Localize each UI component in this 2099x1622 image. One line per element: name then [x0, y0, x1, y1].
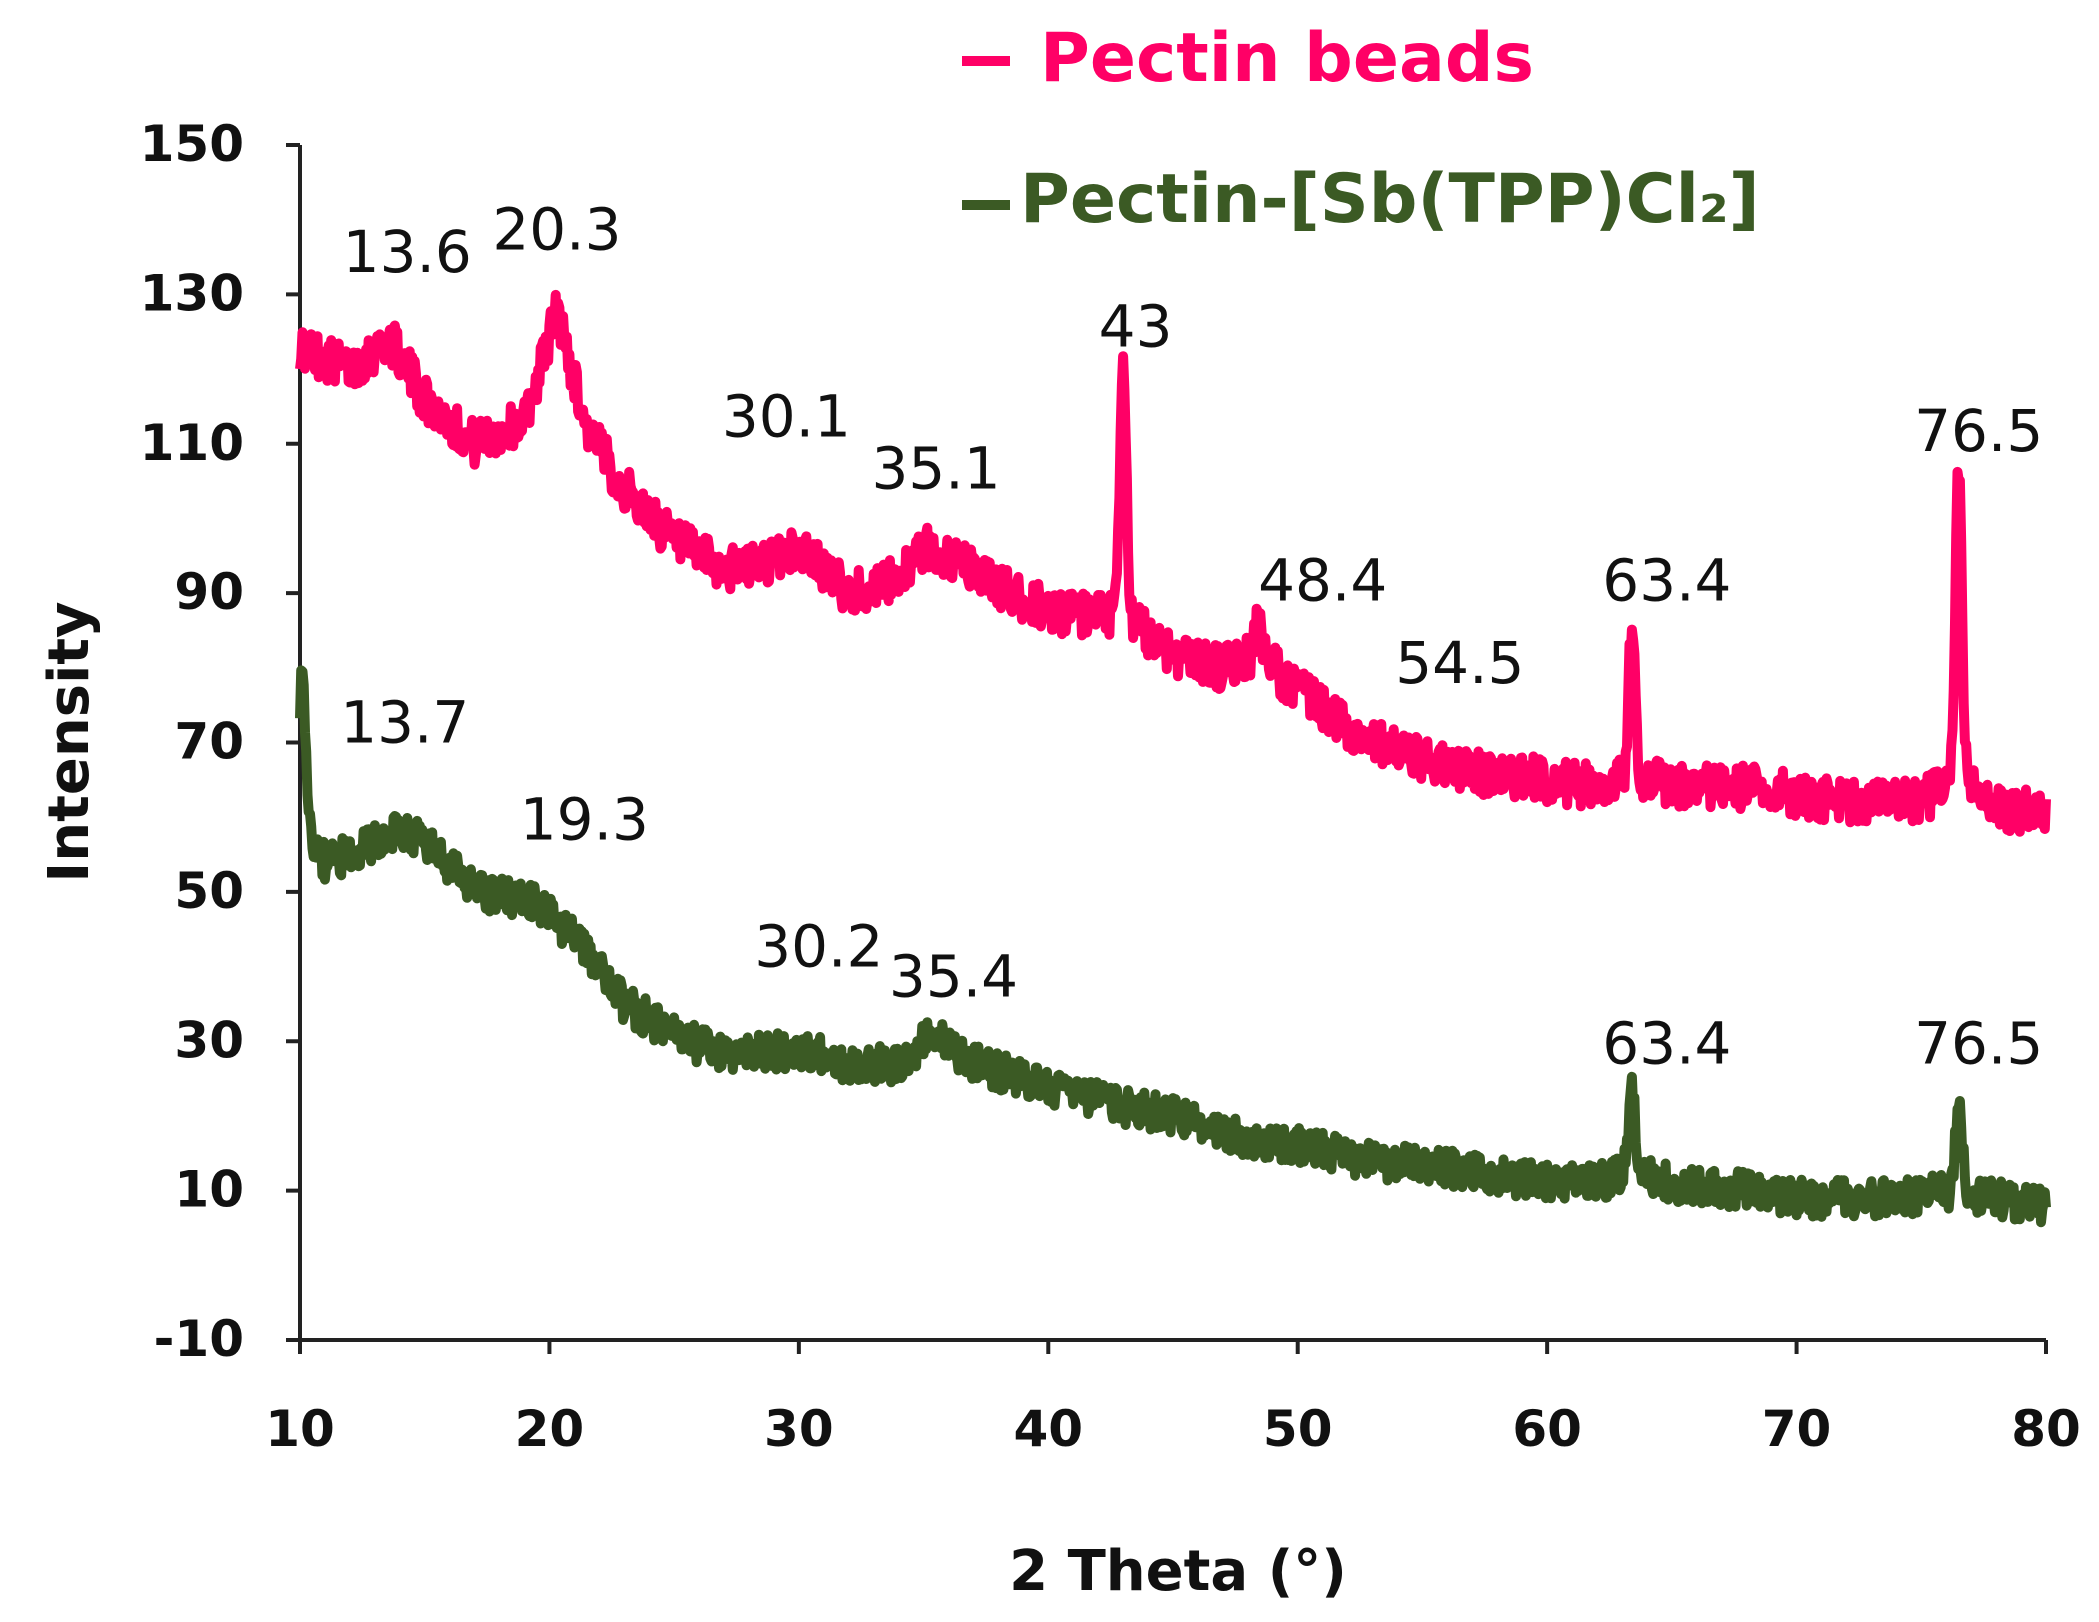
y-tick-label: 150 — [140, 115, 244, 173]
legend-swatch-pectin-beads — [962, 56, 1010, 66]
legend-label-pectin-beads: Pectin beads — [1040, 19, 1534, 98]
x-tick-label: 60 — [1512, 1400, 1582, 1458]
series-line-1 — [295, 665, 2051, 1228]
x-tick-label: 50 — [1263, 1400, 1333, 1458]
y-tick-label: 70 — [174, 713, 244, 771]
peak-label: 30.2 — [754, 913, 883, 981]
x-axis-title: 2 Theta (°) — [1009, 1539, 1347, 1604]
peak-label: 63.4 — [1602, 1010, 1731, 1078]
peak-label: 43 — [1099, 293, 1173, 361]
peak-label: 54.5 — [1395, 629, 1524, 697]
legend-entry-pectin-sb[interactable]: Pectin-[Sb(TPP)Cl₂] — [962, 160, 1760, 239]
y-tick-label: 110 — [140, 414, 244, 472]
peak-label: 48.4 — [1258, 547, 1387, 615]
y-tick-label: 30 — [174, 1011, 244, 1069]
peak-label: 19.3 — [520, 786, 649, 854]
legend-entry-pectin-beads[interactable]: Pectin beads — [962, 19, 1534, 98]
peak-label: 35.4 — [889, 942, 1018, 1010]
peak-label: 63.4 — [1602, 547, 1731, 615]
y-ticks: -10 10 30 50 70 90 110 130 150 — [140, 115, 300, 1368]
y-tick-label: 130 — [140, 264, 244, 322]
peak-label: 76.5 — [1914, 397, 2043, 465]
peak-annotations: 13.6 20.3 43 30.1 35.1 76.5 48.4 63.4 54.5 13.7 19… — [340, 196, 2043, 1078]
x-tick-label: 70 — [1762, 1400, 1832, 1458]
x-tick-label: 10 — [265, 1400, 335, 1458]
x-tick-label: 20 — [515, 1400, 585, 1458]
y-tick-label: -10 — [154, 1310, 244, 1368]
legend-swatch-pectin-sb — [962, 200, 1010, 210]
series-layer — [295, 289, 2051, 1228]
series-1 — [295, 665, 2051, 1228]
peak-label: 20.3 — [492, 196, 621, 264]
legend: Pectin beads Pectin-[Sb(TPP)Cl₂] — [962, 19, 1760, 239]
peak-label: 13.6 — [343, 218, 472, 286]
x-tick-label: 40 — [1013, 1400, 1083, 1458]
y-axis-title: Intensity — [37, 601, 102, 882]
y-tick-label: 10 — [174, 1161, 244, 1219]
peak-label: 76.5 — [1914, 1010, 2043, 1078]
series-line-0 — [295, 289, 2051, 837]
x-tick-label: 30 — [764, 1400, 834, 1458]
peak-label: 30.1 — [722, 382, 851, 450]
peak-label: 35.1 — [871, 435, 1000, 503]
series-0 — [295, 289, 2051, 837]
x-ticks: 10 20 30 40 50 60 70 80 — [265, 1340, 2081, 1458]
legend-label-pectin-sb: Pectin-[Sb(TPP)Cl₂] — [1020, 160, 1760, 239]
y-tick-label: 90 — [174, 563, 244, 621]
y-tick-label: 50 — [174, 862, 244, 920]
peak-label: 13.7 — [340, 689, 469, 757]
x-tick-label: 80 — [2011, 1400, 2081, 1458]
